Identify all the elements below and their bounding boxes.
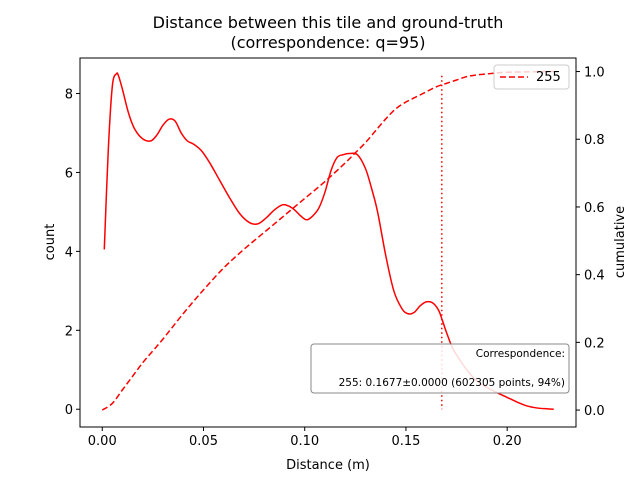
cumulative-series-line bbox=[101, 70, 554, 411]
x-tick-label: 0.20 bbox=[493, 434, 522, 449]
chart-title: Distance between this tile and ground-tr… bbox=[153, 13, 504, 32]
y-tick-label: 8 bbox=[65, 88, 73, 103]
y-right-tick-label: 0.8 bbox=[584, 133, 605, 148]
legend-label: 255 bbox=[536, 70, 561, 85]
x-axis: 0.00 0.05 0.10 0.15 0.20 bbox=[88, 427, 522, 449]
y-axis-label: count bbox=[43, 224, 58, 261]
y-tick-label: 6 bbox=[65, 166, 73, 181]
x-tick-label: 0.00 bbox=[88, 434, 117, 449]
x-tick-label: 0.10 bbox=[290, 434, 319, 449]
y-right-tick-label: 0.6 bbox=[584, 201, 605, 216]
annotation-frame bbox=[310, 343, 570, 394]
chart-subtitle: (correspondence: q=95) bbox=[230, 33, 425, 52]
legend: 255 bbox=[493, 64, 570, 90]
x-tick-label: 0.05 bbox=[189, 434, 218, 449]
annotation-line: 255: 0.1677±0.0000 (602305 points, 94%) bbox=[339, 377, 565, 389]
y-right-tick-label: 0.4 bbox=[584, 269, 605, 284]
y-right-tick-label: 0.2 bbox=[584, 336, 605, 351]
y-right-tick-label: 1.0 bbox=[584, 66, 605, 81]
y-tick-label: 0 bbox=[65, 403, 73, 418]
y-axis-left: 0 2 4 6 8 bbox=[65, 88, 80, 418]
y-axis-right-label: cumulative bbox=[613, 206, 628, 278]
y-tick-label: 2 bbox=[65, 324, 73, 339]
axes-frame bbox=[79, 57, 577, 428]
legend-box bbox=[493, 64, 570, 90]
annotation-box: Correspondence: 255: 0.1677±0.0000 (6023… bbox=[310, 343, 570, 394]
annotation-heading: Correspondence: bbox=[476, 348, 565, 360]
y-right-tick-label: 0.0 bbox=[584, 404, 605, 419]
x-tick-label: 0.15 bbox=[391, 434, 420, 449]
y-tick-label: 4 bbox=[65, 245, 73, 260]
x-axis-label: Distance (m) bbox=[286, 458, 370, 473]
y-axis-right: 0.0 0.2 0.4 0.6 0.8 1.0 bbox=[576, 66, 605, 419]
